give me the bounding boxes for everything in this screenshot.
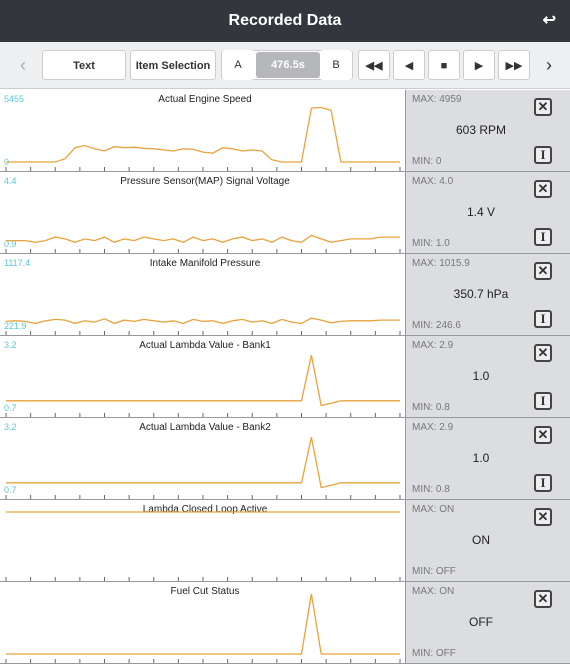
trace-line	[6, 437, 400, 489]
trace-line	[6, 106, 400, 163]
trace-chart: Lambda Closed Loop Active	[5, 504, 401, 581]
close-button[interactable]: ✕	[534, 426, 552, 444]
axis-bottom-label: 0.9	[4, 239, 17, 249]
title: Recorded Data	[228, 12, 342, 29]
data-panel: Pressure Sensor(MAP) Signal Voltage 4.4 0.…	[0, 172, 570, 254]
max-label: MAX: ON	[412, 586, 455, 597]
close-button[interactable]: ✕	[534, 344, 552, 362]
data-panel: Intake Manifold Pressure 1117.4 221.9 MAX: …	[0, 254, 570, 336]
data-panel: Fuel Cut Status MAX: ON OFF MIN: OFF ✕	[0, 582, 570, 664]
range-button[interactable]: I	[534, 228, 552, 246]
text-button[interactable]: Text	[42, 50, 126, 80]
header: Recorded Data ↩	[0, 0, 570, 42]
axis-bottom-label: 0.7	[4, 403, 17, 413]
axis-bottom-label: 221.9	[4, 321, 27, 331]
step-back[interactable]: ◀	[393, 50, 425, 80]
toolbar: ‹ Text Item Selection A 476.5s B ◀◀ ◀ ■ …	[0, 42, 570, 89]
next-page[interactable]: ›	[546, 55, 552, 75]
close-button[interactable]: ✕	[534, 508, 552, 526]
max-label: MAX: 2.9	[412, 422, 454, 433]
panel-title: Intake Manifold Pressure	[150, 258, 261, 269]
data-panel: Actual Lambda Value - Bank1 3.2 0.7 MAX: 2.…	[0, 336, 570, 418]
close-button[interactable]: ✕	[534, 180, 552, 198]
close-button[interactable]: ✕	[534, 590, 552, 608]
exit-icon[interactable]: ↩	[542, 12, 556, 29]
time: 476.5s	[256, 52, 320, 78]
current-value: 603 RPM	[455, 123, 507, 137]
trace-chart: Pressure Sensor(MAP) Signal Voltage 4.4 0.…	[4, 176, 401, 253]
axis-top-label: 3.2	[4, 422, 17, 432]
range-button[interactable]: I	[534, 392, 552, 410]
readout: MAX: 1015.9 350.7 hPa MIN: 246.6 ✕ I	[405, 254, 570, 335]
min-label: MIN: 0.8	[412, 484, 450, 495]
trace-chart: Intake Manifold Pressure 1117.4 221.9	[4, 258, 401, 335]
min-label: MIN: 246.6	[412, 320, 461, 331]
b-marker[interactable]: B	[320, 50, 352, 80]
panel-title: Actual Lambda Value - Bank2	[139, 422, 271, 433]
range-button[interactable]: I	[534, 310, 552, 328]
trace-chart: Actual Lambda Value - Bank2 3.2 0.7	[4, 422, 401, 499]
min-label: MIN: OFF	[412, 648, 456, 659]
readout: MAX: 2.9 1.0 MIN: 0.8 ✕ I	[405, 418, 570, 499]
axis-bottom-label: 0.7	[4, 485, 17, 495]
panel-title: Actual Engine Speed	[158, 94, 251, 105]
close-button[interactable]: ✕	[534, 98, 552, 116]
readout: MAX: 4.0 1.4 V MIN: 1.0 ✕ I	[405, 172, 570, 253]
stop[interactable]: ■	[428, 50, 460, 80]
current-value: 1.0	[472, 451, 490, 465]
trace-line	[5, 317, 400, 325]
axis-top-label: 5455	[4, 94, 24, 104]
current-value: 1.4 V	[466, 205, 496, 219]
min-label: MIN: OFF	[412, 566, 456, 577]
data-panel: Actual Engine Speed 5455 0 MAX: 4959 603 RPM…	[0, 90, 570, 172]
rewind[interactable]: ◀◀	[358, 50, 390, 80]
trace-chart: Actual Lambda Value - Bank1 3.2 0.7	[4, 340, 401, 417]
a-marker[interactable]: A	[222, 50, 254, 80]
close-button[interactable]: ✕	[534, 262, 552, 280]
axis-top-label: 4.4	[4, 176, 17, 186]
readout: MAX: 4959 603 RPM MIN: 0 ✕ I	[405, 90, 570, 171]
readout: MAX: ON OFF MIN: OFF ✕	[405, 582, 570, 663]
trace-line	[6, 593, 400, 655]
readout: MAX: 2.9 1.0 MIN: 0.8 ✕ I	[405, 336, 570, 417]
min-label: MIN: 1.0	[412, 238, 450, 249]
readout: MAX: ON ON MIN: OFF ✕	[405, 500, 570, 581]
max-label: MAX: 4959	[412, 94, 462, 105]
axis-top-label: 3.2	[4, 340, 17, 350]
play[interactable]: ▶	[463, 50, 495, 80]
max-label: MAX: 4.0	[412, 176, 454, 187]
current-value: 350.7 hPa	[453, 287, 509, 301]
range-button[interactable]: I	[534, 474, 552, 492]
item-selection-button[interactable]: Item Selection	[130, 50, 216, 80]
current-value: OFF	[469, 615, 493, 629]
max-label: MAX: ON	[412, 504, 455, 515]
max-label: MAX: 1015.9	[412, 258, 470, 269]
fast-forward[interactable]: ▶▶	[498, 50, 530, 80]
panel-title: Fuel Cut Status	[171, 586, 240, 597]
prev-page[interactable]: ‹	[20, 55, 26, 75]
current-value: 1.0	[472, 369, 490, 383]
panel-title: Actual Lambda Value - Bank1	[139, 340, 271, 351]
min-label: MIN: 0.8	[412, 402, 450, 413]
range-button[interactable]: I	[534, 146, 552, 164]
trace-line	[6, 234, 400, 244]
current-value: ON	[472, 533, 490, 547]
max-label: MAX: 2.9	[412, 340, 454, 351]
min-label: MIN: 0	[412, 156, 442, 167]
axis-top-label: 1117.4	[4, 258, 30, 268]
panel-title: Pressure Sensor(MAP) Signal Voltage	[120, 176, 290, 187]
trace-line	[6, 355, 400, 407]
panel-title: Lambda Closed Loop Active	[143, 504, 268, 515]
data-panel: Actual Lambda Value - Bank2 3.2 0.7 MAX: 2.…	[0, 418, 570, 500]
trace-chart: Fuel Cut Status	[5, 586, 401, 663]
data-panel: Lambda Closed Loop Active MAX: ON ON MIN: O…	[0, 500, 570, 582]
